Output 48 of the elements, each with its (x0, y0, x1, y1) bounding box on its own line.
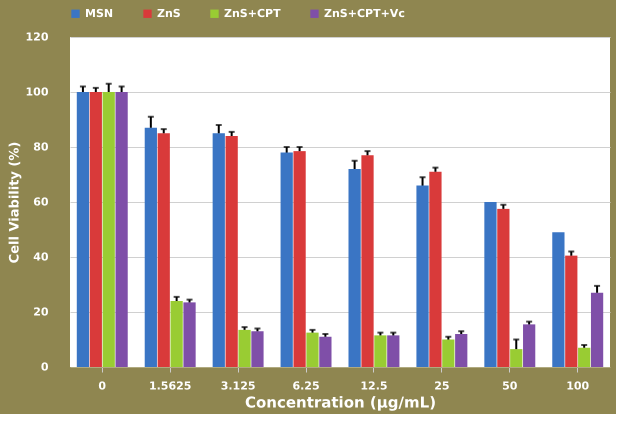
legend-label: ZnS+CPT (224, 6, 282, 20)
x-tick-label: 50 (502, 380, 518, 392)
bar (158, 133, 170, 367)
legend-label: ZnS (157, 6, 181, 20)
y-tick-label: 20 (33, 306, 49, 318)
bar (319, 336, 332, 367)
y-tick-label: 80 (33, 140, 49, 154)
y-tick-label: 0 (40, 360, 49, 374)
x-tick-label: 0 (98, 380, 106, 392)
legend-label: ZnS+CPT+Vc (324, 6, 405, 20)
bar (565, 256, 578, 367)
bar (226, 136, 238, 367)
bar (484, 202, 497, 367)
bar (442, 340, 454, 367)
bar (102, 92, 115, 367)
bar (348, 169, 361, 367)
y-tick-label: 100 (26, 86, 49, 98)
x-tick-label: 12.5 (360, 380, 388, 392)
y-axis-title: Cell Viability (%) (8, 142, 23, 264)
x-tick-label: 1.5625 (148, 380, 192, 392)
bar (76, 92, 90, 367)
bar (455, 334, 468, 367)
x-tick-label: 3.125 (220, 380, 256, 392)
y-tick-label: 120 (26, 30, 49, 44)
y-tick-label: 60 (33, 196, 49, 208)
bar (510, 349, 522, 367)
bar (361, 155, 374, 367)
bar (212, 133, 225, 367)
x-tick-label: 100 (566, 380, 590, 392)
bar (429, 172, 442, 367)
bar (170, 301, 183, 367)
bar (144, 128, 157, 367)
x-tick-label: 25 (434, 380, 450, 392)
bar (578, 348, 590, 367)
bar (293, 151, 306, 367)
x-axis-title: Concentration (μg/mL) (244, 394, 436, 412)
bar (280, 152, 293, 367)
bar (416, 186, 429, 367)
bar (90, 92, 102, 367)
bar (552, 232, 565, 367)
bar (497, 208, 510, 367)
bar (306, 332, 319, 367)
x-tick-label: 6.25 (292, 380, 320, 392)
y-tick-label: 40 (33, 250, 49, 264)
legend-label: MSN (85, 6, 114, 20)
bar (251, 331, 264, 367)
bar (115, 92, 128, 367)
bar (590, 292, 604, 367)
